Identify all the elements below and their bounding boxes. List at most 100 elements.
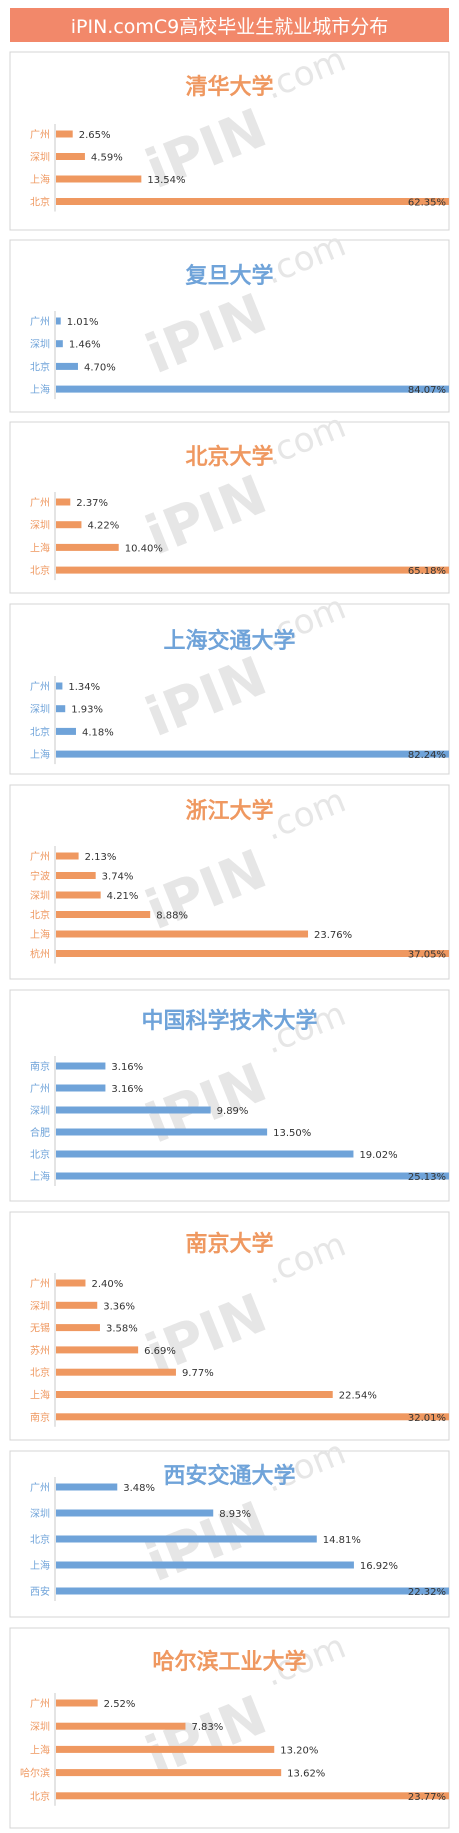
category-label: 广州 [30, 1278, 50, 1290]
data-label: 6.69% [144, 1346, 176, 1357]
bar [56, 385, 449, 393]
bar [56, 1722, 186, 1730]
bar [56, 852, 79, 860]
bar [56, 1172, 449, 1180]
category-label: 北京 [30, 196, 50, 209]
category-label: 深圳 [30, 704, 50, 716]
chart-title: 浙江大学 [185, 798, 273, 824]
data-label: 62.35% [408, 198, 446, 209]
chart-title: 哈尔滨工业大学 [152, 1649, 306, 1675]
category-label: 北京 [30, 1790, 50, 1803]
category-label: 上海 [30, 748, 50, 761]
category-label: 北京 [30, 1366, 50, 1379]
category-label: 广州 [30, 1698, 50, 1710]
bar [56, 198, 449, 205]
bar [56, 1084, 106, 1092]
panel-border [9, 989, 450, 1202]
bar [56, 521, 82, 529]
data-label: 3.48% [123, 1483, 155, 1494]
category-label: 广州 [30, 497, 50, 509]
bar [56, 1699, 98, 1707]
data-label: 84.07% [408, 385, 446, 396]
data-label: 7.83% [191, 1722, 223, 1733]
data-label: 13.62% [287, 1769, 325, 1780]
bar [56, 1483, 118, 1491]
category-label: 上海 [30, 1389, 50, 1402]
category-label: 上海 [30, 1743, 50, 1756]
panel-border [9, 421, 450, 594]
bar [56, 750, 449, 758]
bar [56, 1535, 317, 1543]
data-label: 37.05% [408, 950, 446, 961]
bar [56, 566, 449, 574]
bar [56, 1128, 268, 1136]
category-label: 广州 [30, 681, 50, 693]
data-label: 22.32% [408, 1587, 446, 1598]
bar [56, 1769, 282, 1777]
data-label: 2.37% [76, 498, 108, 509]
category-label: 哈尔滨 [20, 1767, 50, 1780]
bar [56, 1509, 214, 1517]
data-label: 22.54% [339, 1391, 377, 1402]
bar [56, 362, 78, 370]
data-label: 2.52% [104, 1699, 136, 1710]
category-label: 广州 [30, 1083, 50, 1095]
panel-border [9, 239, 450, 413]
panel-border [9, 603, 450, 775]
category-label: 北京 [30, 725, 50, 738]
category-label: 宁波 [30, 870, 50, 883]
chart-title: 清华大学 [185, 74, 273, 100]
data-label: 4.21% [107, 891, 139, 902]
bar [56, 1279, 86, 1287]
data-label: 9.89% [217, 1106, 249, 1117]
bar [56, 1301, 98, 1309]
bar [56, 1587, 449, 1595]
data-label: 2.40% [91, 1279, 123, 1290]
data-label: 8.93% [219, 1509, 251, 1520]
bar [56, 930, 309, 938]
category-label: 上海 [30, 541, 50, 554]
category-label: 无锡 [30, 1322, 50, 1335]
category-label: 合肥 [30, 1126, 50, 1139]
category-label: 深圳 [30, 890, 50, 902]
category-label: 北京 [30, 1533, 50, 1546]
data-label: 1.01% [67, 317, 99, 328]
data-label: 65.18% [408, 566, 446, 577]
category-label: 上海 [30, 1559, 50, 1572]
chart-title: 南京大学 [185, 1231, 273, 1257]
data-label: 16.92% [360, 1561, 398, 1572]
bar [56, 911, 151, 918]
bar [56, 153, 85, 160]
bar [56, 1792, 449, 1800]
category-label: 广州 [30, 1482, 50, 1494]
data-label: 19.02% [359, 1150, 397, 1161]
category-label: 深圳 [30, 520, 50, 532]
data-label: 3.74% [102, 872, 134, 883]
category-label: 北京 [30, 564, 50, 577]
data-label: 3.36% [103, 1301, 135, 1312]
panel-border [9, 784, 450, 980]
data-label: 3.58% [106, 1324, 138, 1335]
category-label: 北京 [30, 909, 50, 922]
data-label: 1.34% [68, 682, 100, 693]
data-label: 4.22% [87, 521, 119, 532]
category-label: 深圳 [30, 152, 50, 164]
data-label: 25.13% [408, 1172, 446, 1183]
bar [56, 705, 66, 713]
data-label: 3.16% [111, 1084, 143, 1095]
chart-title: 北京大学 [185, 444, 273, 470]
data-label: 82.24% [408, 750, 446, 761]
data-label: 13.50% [273, 1128, 311, 1139]
category-label: 广州 [30, 851, 50, 863]
bar [56, 891, 101, 899]
chart-title: 中国科学技术大学 [141, 1008, 317, 1034]
category-label: 上海 [30, 928, 50, 941]
bar [56, 1324, 100, 1332]
bar [56, 727, 76, 735]
